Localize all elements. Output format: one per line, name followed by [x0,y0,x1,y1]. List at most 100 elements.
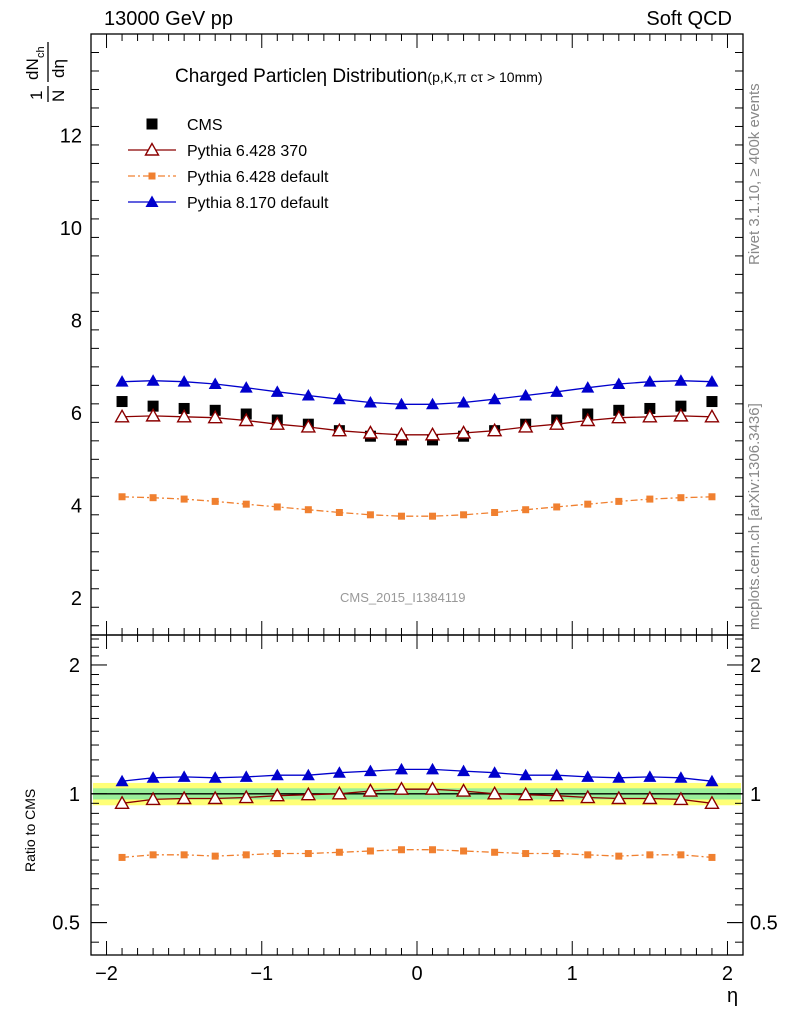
main-point-pythia-6-428-default [615,497,623,505]
main-point-pythia-6-428-default [273,503,281,511]
ratio-point-pythia-6-428-370 [455,783,472,797]
main-line-pythia-8-170-default [121,380,713,405]
y-tick-label: 12 [60,126,82,148]
ratio-y-tick-label: 2 [69,655,80,677]
ratio-point-pythia-6-428-370 [238,789,254,804]
main-point-cms [675,400,687,412]
ratio-point-pythia-8-170-default [643,770,657,782]
ratio-point-pythia-6-428-370 [549,787,565,802]
legend-label: Pythia 8.170 default [187,195,329,212]
main-point-pythia-6-428-default [677,494,685,502]
main-point-pythia-6-428-370 [145,407,161,422]
main-point-pythia-6-428-default [304,506,312,514]
y-tick-label: 4 [71,496,82,518]
main-point-pythia-6-428-default [118,493,126,501]
main-point-pythia-6-428-default [211,497,219,505]
main-point-pythia-8-170-default [239,381,253,393]
main-point-pythia-6-428-370 [238,412,254,427]
ratio-point-pythia-8-170-default [612,771,626,783]
legend-label: CMS [187,117,223,134]
main-line-pythia-6-428-370 [121,415,713,436]
ratio-point-pythia-8-170-default [457,764,471,777]
ratio-point-pythia-6-428-default [304,850,312,858]
main-point-pythia-6-428-370 [580,412,596,427]
main-point-pythia-8-170-default [581,381,595,393]
main-point-pythia-8-170-default [519,389,533,401]
ratio-point-pythia-6-428-default [522,850,530,858]
main-point-pythia-6-428-default [429,512,437,520]
ratio-point-pythia-8-170-default [705,774,719,787]
main-point-pythia-6-428-370 [207,409,223,424]
main-point-pythia-8-170-default [177,375,191,387]
ratio-point-pythia-6-428-370 [207,790,223,805]
x-tick-label: −1 [250,963,273,985]
ratio-point-pythia-6-428-default [615,852,623,860]
main-point-pythia-8-170-default [674,374,688,386]
main-point-pythia-8-170-default [550,385,564,397]
main-point-pythia-8-170-default [612,377,626,389]
main-point-pythia-6-428-370 [331,422,348,437]
ratio-point-pythia-6-428-370 [269,787,285,802]
svg-text:ch: ch [35,46,47,58]
main-point-cms [644,402,656,414]
svg-text:dN: dN [23,58,42,80]
x-tick-label: 0 [411,963,422,985]
x-tick-label: 1 [567,963,578,985]
main-point-pythia-8-170-default [115,375,129,387]
legend-marker [144,142,160,156]
chart-title-suffix: (p,K,π cτ > 10mm) [427,69,543,85]
chart-title: Charged Particleη Distribution(p,K,π cτ … [175,66,543,88]
ratio-line-pythia-6-428-370 [121,788,713,804]
main-point-pythia-6-428-default [553,503,561,511]
main-point-pythia-6-428-370 [300,419,317,433]
ratio-point-pythia-6-428-default [149,851,157,859]
main-point-cms [116,396,128,408]
ratio-point-pythia-8-170-default [115,774,129,787]
ratio-point-pythia-6-428-default [366,847,374,855]
main-point-pythia-8-170-default [705,375,719,387]
main-point-pythia-8-170-default [488,392,502,405]
main-point-pythia-6-428-default [708,493,716,501]
main-point-pythia-6-428-370 [114,408,130,423]
ratio-point-pythia-6-428-370 [393,781,410,795]
ratio-point-pythia-6-428-default [180,851,188,859]
main-point-pythia-6-428-default [180,495,188,503]
main-point-pythia-8-170-default [643,375,657,387]
ratio-point-pythia-6-428-370 [673,791,689,806]
main-point-cms [706,396,718,408]
ratio-point-pythia-6-428-370 [486,785,503,800]
analysis-watermark: CMS_2015_I1384119 [340,590,466,605]
y-axis-label-main: 1 N dN ch dη [23,42,68,102]
ratio-point-pythia-8-170-default [177,770,191,782]
ratio-point-pythia-6-428-default [242,851,250,859]
main-point-pythia-6-428-default [460,511,468,519]
ratio-point-pythia-6-428-default [429,846,437,854]
main-point-pythia-8-170-default [426,397,440,410]
ratio-line-pythia-6-428-default [121,849,713,859]
ratio-point-pythia-6-428-default [646,851,654,859]
y-tick-label: 10 [60,218,82,240]
ratio-point-pythia-8-170-default [426,762,440,775]
main-point-cms [147,400,159,412]
ratio-point-pythia-8-170-default [270,768,284,781]
x-tick-label: 2 [722,963,733,985]
header-left: 13000 GeV pp [104,8,233,30]
main-point-pythia-6-428-370 [517,419,534,433]
ratio-point-pythia-6-428-default [397,846,405,854]
ratio-point-pythia-6-428-default [584,851,592,859]
ratio-point-pythia-6-428-370 [362,783,379,797]
main-point-pythia-6-428-default [335,508,343,516]
main-point-pythia-6-428-370 [704,408,720,423]
main-point-pythia-6-428-370 [393,426,410,441]
ratio-point-pythia-6-428-default [553,850,561,858]
ratio-point-pythia-8-170-default [519,768,533,781]
main-point-pythia-6-428-370 [362,425,379,439]
y-tick-label: 6 [71,403,82,425]
main-point-pythia-6-428-default [366,511,374,519]
ratio-point-pythia-6-428-default [677,851,685,859]
main-point-pythia-6-428-370 [549,416,565,430]
legend-marker [146,118,158,130]
main-point-pythia-8-170-default [332,392,346,405]
legend-label: Pythia 6.428 370 [187,143,307,160]
chart-title-main: Charged Particleη Distribution [175,66,428,87]
